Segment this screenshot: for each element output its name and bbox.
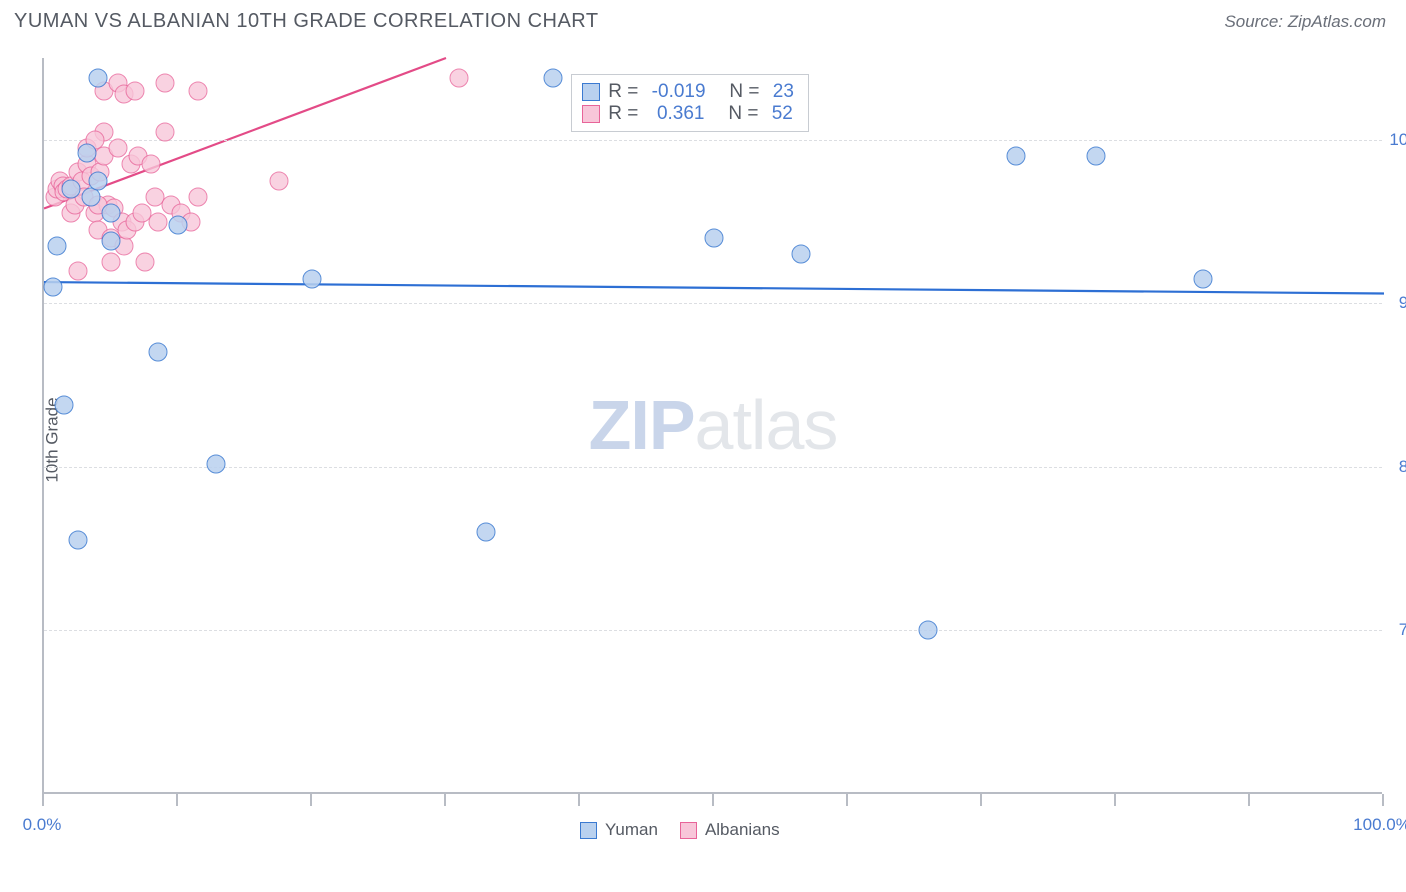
scatter-point-yuman [88,68,107,87]
x-tick [1114,794,1116,806]
x-tick [846,794,848,806]
corr-r-label: R = [608,103,643,125]
legend-label: Yuman [605,820,658,840]
scatter-point-yuman [77,143,96,162]
x-axis-label-min: 0.0% [23,815,62,835]
correlation-box: R = -0.019 N = 23R = 0.361 N = 52 [571,74,809,132]
legend-item: Albanians [680,820,780,840]
scatter-point-albanians [148,212,167,231]
plot-svg [44,58,1382,792]
x-tick [578,794,580,806]
scatter-point-yuman [1194,269,1213,288]
scatter-point-yuman [1006,147,1025,166]
correlation-swatch [582,105,600,123]
scatter-point-yuman [88,171,107,190]
scatter-point-albanians [142,155,161,174]
scatter-point-yuman [48,237,67,256]
scatter-point-yuman [148,343,167,362]
scatter-point-yuman [68,531,87,550]
corr-n-label: N = [714,81,765,103]
series-legend: Yuman Albanians [580,820,780,840]
x-tick [1248,794,1250,806]
trendline [44,282,1384,293]
scatter-point-albanians [126,81,145,100]
gridline [44,467,1382,468]
chart-title: YUMAN VS ALBANIAN 10TH GRADE CORRELATION… [14,10,599,33]
corr-n-label: N = [713,103,764,125]
x-tick [176,794,178,806]
scatter-point-yuman [169,215,188,234]
y-tick-label: 70.0% [1387,620,1406,640]
gridline [44,630,1382,631]
corr-n-value: 52 [772,103,793,125]
scatter-point-yuman [81,188,100,207]
gridline [44,303,1382,304]
x-tick [712,794,714,806]
scatter-point-albanians [189,188,208,207]
scatter-point-albanians [189,81,208,100]
legend-swatch [580,822,597,839]
scatter-point-albanians [108,138,127,157]
scatter-point-yuman [544,68,563,87]
correlation-row: R = 0.361 N = 52 [582,103,794,125]
scatter-point-albanians [135,253,154,272]
correlation-row: R = -0.019 N = 23 [582,81,794,103]
x-axis-ticks [42,794,1382,808]
x-tick [980,794,982,806]
scatter-point-yuman [477,523,496,542]
scatter-point-yuman [919,621,938,640]
corr-r-value: -0.019 [652,81,706,103]
corr-r-value: 0.361 [652,103,705,125]
scatter-point-yuman [705,228,724,247]
chart-plot-area: ZIPatlas 70.0%80.0%90.0%100.0% [42,58,1382,794]
gridline [44,140,1382,141]
scatter-point-albanians [269,171,288,190]
scatter-point-albanians [155,122,174,141]
scatter-point-yuman [303,269,322,288]
y-tick-label: 80.0% [1387,457,1406,477]
scatter-point-yuman [44,277,63,296]
legend-item: Yuman [580,820,658,840]
corr-n-value: 23 [773,81,794,103]
x-tick [310,794,312,806]
corr-r-label: R = [608,81,643,103]
scatter-point-albanians [102,253,121,272]
x-tick [1382,794,1384,806]
y-tick-label: 90.0% [1387,293,1406,313]
scatter-point-yuman [61,179,80,198]
legend-swatch [680,822,697,839]
scatter-point-albanians [155,73,174,92]
x-axis-label-max: 100.0% [1353,815,1406,835]
scatter-point-yuman [55,395,74,414]
correlation-swatch [582,83,600,101]
scatter-point-yuman [102,232,121,251]
x-tick [42,794,44,806]
scatter-point-albanians [68,261,87,280]
source-attribution: Source: ZipAtlas.com [1224,12,1386,32]
scatter-point-yuman [102,204,121,223]
scatter-point-yuman [206,454,225,473]
scatter-point-yuman [792,245,811,264]
legend-label: Albanians [705,820,780,840]
scatter-point-yuman [1086,147,1105,166]
x-tick [444,794,446,806]
scatter-point-albanians [450,68,469,87]
y-tick-label: 100.0% [1387,130,1406,150]
